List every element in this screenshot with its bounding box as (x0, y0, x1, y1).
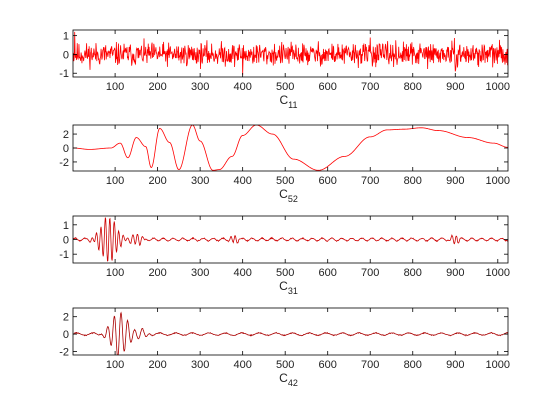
axes-box (72, 29, 509, 78)
plot-area (73, 125, 508, 171)
x-tick-label: 200 (148, 175, 166, 187)
x-axis-label-subscript: 42 (288, 378, 298, 388)
subplot-4: 100 200 300 400 500 600 700 800 900 1000 -2 0 2 C42 (59, 307, 510, 388)
x-tick-label: 700 (361, 359, 379, 371)
x-axis-label-subscript: 52 (288, 194, 298, 204)
x-tick-label: 900 (446, 81, 464, 93)
x-tick-label: 1000 (486, 81, 510, 93)
x-tick-label: 800 (404, 359, 422, 371)
x-tick-label: 600 (319, 175, 337, 187)
x-tick-label: 200 (148, 81, 166, 93)
x-tick-label: 500 (276, 81, 294, 93)
y-tick-label: -1 (59, 249, 69, 261)
x-tick-label: 200 (148, 267, 166, 279)
x-tick-label: 300 (191, 267, 209, 279)
x-axis-label: C52 (279, 187, 298, 204)
x-tick-label: 300 (191, 359, 209, 371)
subplot-1: 100 200 300 400 500 600 700 800 900 1000 -1 0 1 C11 (59, 29, 510, 110)
x-tick-label: 900 (446, 359, 464, 371)
subplot-3: 100 200 300 400 500 600 700 800 900 1000 -1 0 1 C31 (59, 215, 510, 296)
x-tick-label: 500 (276, 267, 294, 279)
x-axis-label-subscript: 11 (288, 100, 297, 110)
x-tick-label: 100 (106, 267, 124, 279)
x-axis-label: C31 (279, 279, 298, 296)
x-tick-label: 800 (404, 175, 422, 187)
x-tick-label: 100 (106, 175, 124, 187)
x-tick-label: 600 (319, 359, 337, 371)
x-tick-label: 600 (319, 267, 337, 279)
x-tick-label: 500 (276, 175, 294, 187)
y-tick-label: 0 (63, 143, 69, 155)
x-axis-label-subscript: 31 (288, 286, 298, 296)
x-tick-label: 700 (361, 175, 379, 187)
y-tick-label: 1 (63, 31, 69, 43)
y-tick-label: 0 (63, 329, 69, 341)
x-tick-label: 800 (404, 81, 422, 93)
x-axis-label: C11 (279, 93, 297, 110)
y-tick-label: 1 (63, 220, 69, 232)
x-tick-label: 200 (148, 359, 166, 371)
x-tick-label: 1000 (486, 175, 510, 187)
x-tick-label: 800 (404, 267, 422, 279)
x-tick-label: 400 (233, 175, 251, 187)
y-tick-label: 2 (63, 312, 69, 324)
x-tick-label: 400 (233, 267, 251, 279)
y-tick-label: -1 (59, 68, 69, 80)
x-tick-label: 300 (191, 81, 209, 93)
x-tick-label: 1000 (486, 267, 510, 279)
x-tick-label: 300 (191, 175, 209, 187)
x-tick-label: 500 (276, 359, 294, 371)
x-tick-label: 100 (106, 359, 124, 371)
x-tick-label: 400 (233, 81, 251, 93)
y-tick-label: 0 (63, 235, 69, 247)
x-tick-label: 900 (446, 267, 464, 279)
series-line (73, 217, 508, 262)
axes-box (72, 307, 509, 356)
series-line (73, 311, 508, 355)
x-tick-label: 700 (361, 81, 379, 93)
y-tick-label: 0 (63, 49, 69, 61)
y-tick-label: -2 (59, 157, 69, 169)
x-tick-label: 400 (233, 359, 251, 371)
x-tick-label: 100 (106, 81, 124, 93)
subplot-2: 100 200 300 400 500 600 700 800 900 1000 -2 0 2 C52 (59, 124, 510, 204)
x-axis-label: C42 (279, 371, 298, 388)
plot-area (73, 308, 508, 355)
series-line (73, 125, 508, 171)
x-tick-label: 900 (446, 175, 464, 187)
x-tick-label: 600 (319, 81, 337, 93)
x-tick-label: 700 (361, 267, 379, 279)
y-tick-label: -2 (59, 347, 69, 359)
y-tick-label: 2 (63, 129, 69, 141)
series-line (73, 31, 508, 76)
x-tick-label: 1000 (486, 359, 510, 371)
